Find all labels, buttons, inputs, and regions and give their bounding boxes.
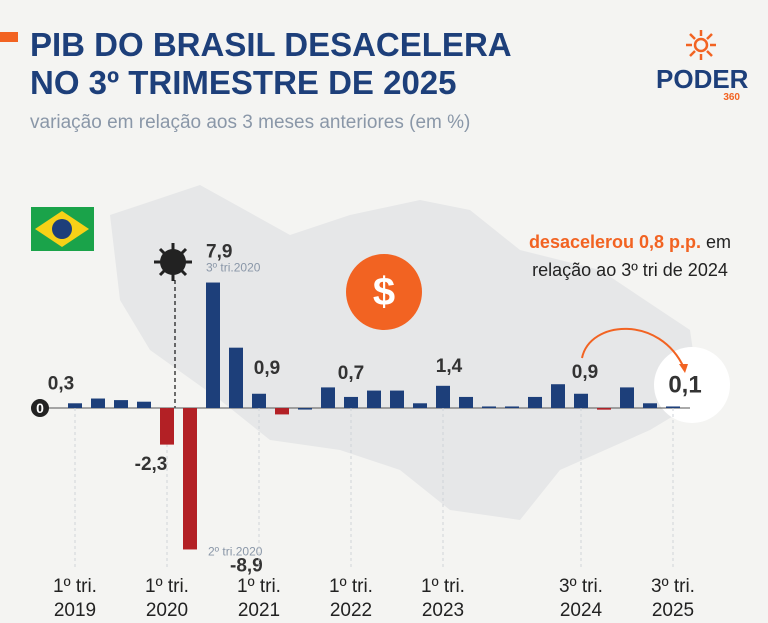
bar [620, 387, 634, 409]
bar [597, 408, 611, 410]
bar [321, 387, 335, 409]
bar [482, 406, 496, 409]
bar [206, 282, 220, 409]
bar [574, 393, 588, 409]
zero-badge [31, 399, 49, 418]
virus-icon [154, 243, 192, 408]
subtitle: variação em relação aos 3 meses anterior… [30, 112, 471, 133]
value-label: 7,9 [206, 242, 232, 263]
bar [666, 406, 680, 409]
bar [344, 396, 358, 409]
annotation-text: em relação ao 3º tri de 2024 [532, 232, 732, 280]
y-tick-label: 0 [36, 400, 44, 416]
flag [31, 207, 94, 251]
bar [551, 384, 565, 409]
value-label: 1,4 [436, 356, 463, 377]
bar [275, 408, 289, 415]
bar [91, 398, 105, 409]
accent-bar [0, 32, 18, 42]
bar [436, 385, 450, 409]
x-tick-label: 3º tri. 2024 [559, 576, 603, 621]
x-tick-label: 1º tri. 2021 [237, 576, 281, 621]
logo-icon [686, 30, 716, 60]
arrow-head [679, 364, 688, 373]
bar [68, 403, 82, 409]
map [110, 185, 700, 520]
annotation: desacelerou 0,8 p.p. em relação ao 3º tr… [520, 228, 740, 284]
value-label: 0,1 [668, 371, 701, 398]
bar [252, 393, 266, 409]
bar [160, 408, 174, 445]
bar [505, 406, 519, 409]
arrow [581, 327, 685, 369]
point-note: 2º tri.2020 [208, 544, 263, 558]
bar [413, 403, 427, 409]
bar [137, 401, 151, 409]
value-label: -2,3 [135, 454, 168, 475]
bar [114, 400, 128, 409]
brand: PODER [656, 64, 749, 94]
value-label: 0,7 [338, 363, 364, 384]
brand-sub: 360 [723, 92, 740, 103]
value-label: -8,9 [230, 555, 263, 576]
value-label: 0,9 [254, 358, 280, 379]
point-note: 3º tri.2020 [206, 261, 261, 275]
bar [229, 347, 243, 409]
annotation-highlight: desacelerou 0,8 p.p. [528, 232, 702, 252]
highlight-circle [654, 347, 730, 423]
bar [183, 408, 197, 550]
bar [367, 390, 381, 409]
bar [390, 390, 404, 409]
bar [643, 403, 657, 409]
svg-text:$: $ [373, 270, 395, 314]
logo: PODER 360 [656, 30, 749, 103]
x-tick-label: 3º tri. 2025 [651, 576, 695, 621]
dollar-icon: $ [346, 254, 422, 330]
bar [459, 396, 473, 409]
x-tick-label: 1º tri. 2022 [329, 576, 373, 621]
bar [298, 408, 312, 410]
x-tick-label: 1º tri. 2023 [421, 576, 465, 621]
x-tick-label: 1º tri. 2020 [145, 576, 189, 621]
value-label: 0,3 [48, 373, 74, 394]
bar [528, 396, 542, 409]
x-tick-label: 1º tri. 2019 [53, 576, 97, 621]
value-label: 0,9 [572, 362, 598, 383]
title: PIB DO BRASIL DESACELERA NO 3º TRIMESTRE… [30, 26, 511, 101]
